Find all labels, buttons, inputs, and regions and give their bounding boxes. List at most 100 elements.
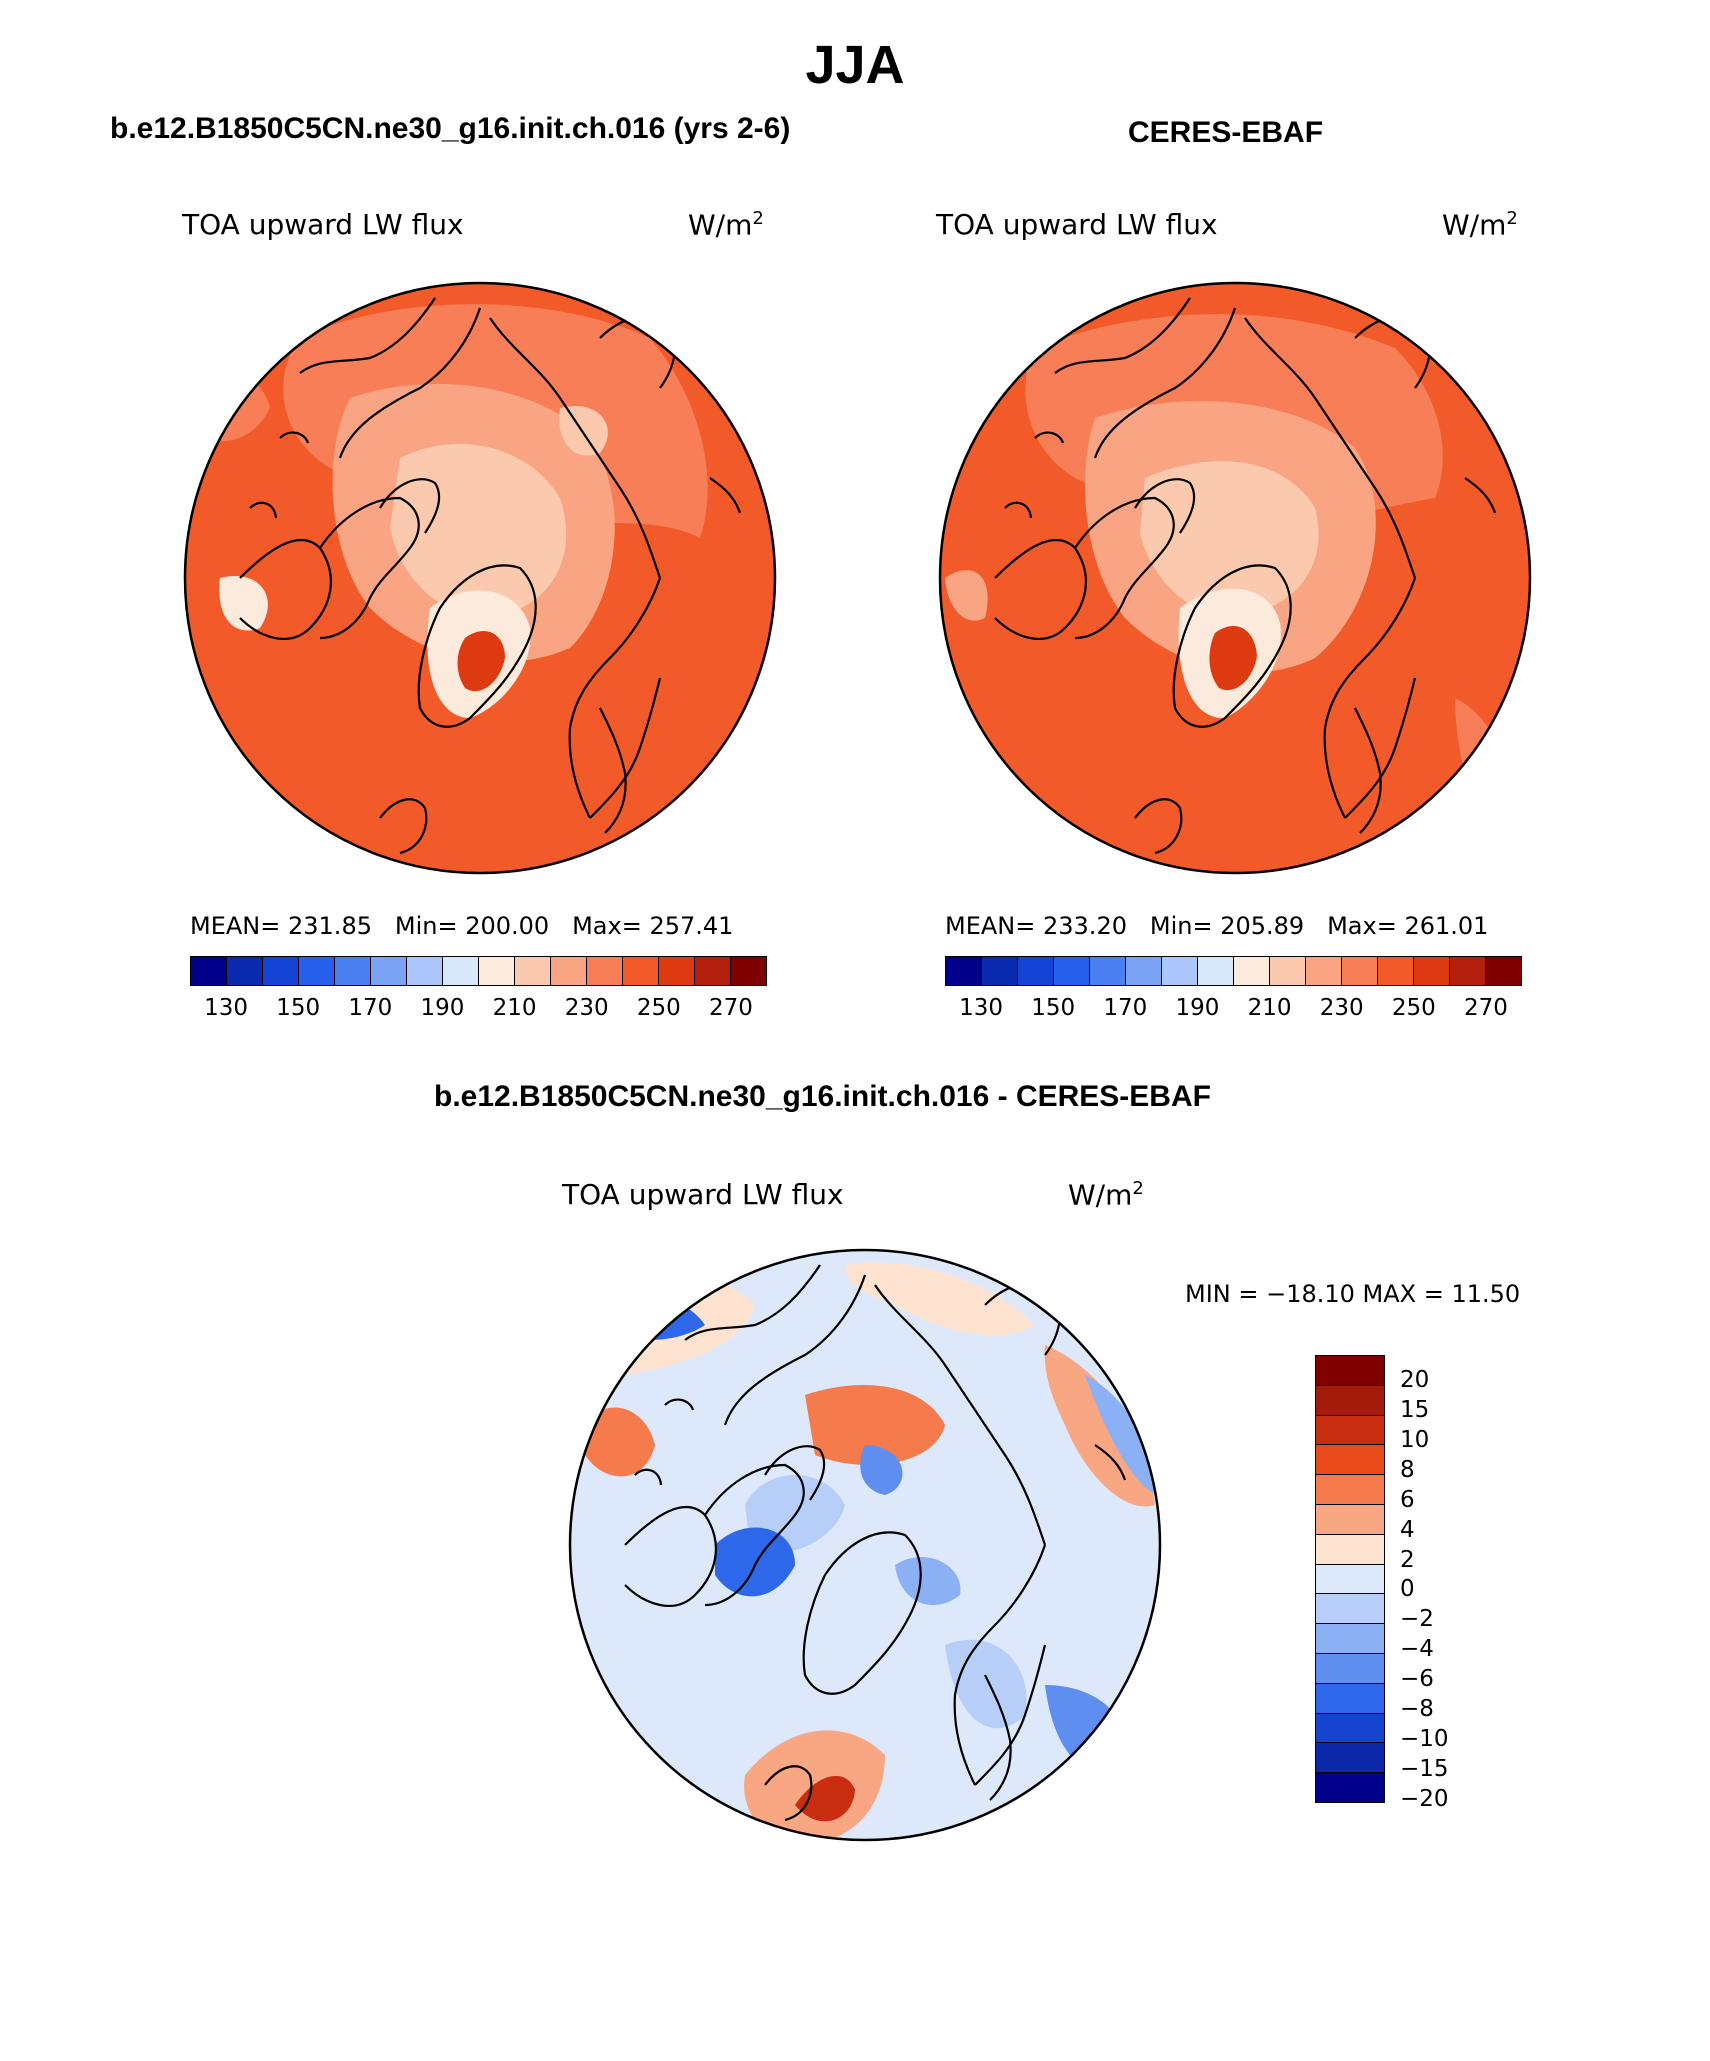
- colorbar-box: [1090, 957, 1126, 985]
- contour-region: [559, 406, 608, 456]
- obs-mean-value: 233.20: [1043, 912, 1127, 940]
- colorbar-tick-label: 10: [1400, 1427, 1430, 1454]
- contour-region: [945, 570, 988, 621]
- model-min-value: 200.00: [465, 912, 550, 940]
- model-mean-value: 231.85: [288, 912, 372, 940]
- colorbar-box: [371, 957, 407, 985]
- diff-map-border: [568, 1248, 1162, 1842]
- colorbar-tick-label: 230: [1319, 995, 1364, 1021]
- colorbar-box: [227, 957, 263, 985]
- colorbar-tick-label: 130: [204, 995, 249, 1021]
- colorbar-tick-label: −4: [1400, 1636, 1434, 1663]
- colorbar-box: [1054, 957, 1090, 985]
- colorbar-tick-label: 150: [1031, 995, 1076, 1021]
- contour-region: [219, 576, 268, 631]
- colorbar-box: [946, 957, 982, 985]
- colorbar-box: [515, 957, 551, 985]
- model-map-border: [183, 281, 777, 875]
- colorbar-tick-label: 2: [1400, 1546, 1415, 1573]
- colorbar-box: [1316, 1773, 1384, 1802]
- colorbar-tick-label: 0: [1400, 1576, 1415, 1603]
- model-colorbar: [190, 956, 767, 986]
- model-variable-label: TOA upward LW flux: [182, 208, 464, 241]
- colorbar-box: [407, 957, 443, 985]
- model-polar-map: [183, 281, 777, 875]
- colorbar-box: [623, 957, 659, 985]
- obs-contour-fields: [945, 314, 1508, 838]
- obs-units-label: W/m2: [1442, 208, 1518, 242]
- contour-region: [595, 1294, 705, 1340]
- colorbar-tick-label: 250: [1391, 995, 1436, 1021]
- colorbar-tick-label: −6: [1400, 1666, 1434, 1693]
- colorbar-box: [1316, 1624, 1384, 1654]
- model-colorbar-ticks: 130 150 170 190 210 230 250 270: [190, 995, 767, 1025]
- colorbar-box: [1316, 1534, 1384, 1565]
- colorbar-box: [1316, 1743, 1384, 1774]
- colorbar-box: [1414, 957, 1450, 985]
- colorbar-box: [1316, 1475, 1384, 1505]
- colorbar-tick-label: 250: [636, 995, 681, 1021]
- colorbar-tick-label: 20: [1400, 1367, 1430, 1394]
- colorbar-box: [1316, 1356, 1384, 1386]
- diff-colorbar: [1315, 1355, 1385, 1803]
- obs-title: CERES-EBAF: [1128, 116, 1324, 149]
- obs-map-border: [938, 281, 1532, 875]
- colorbar-box: [1316, 1713, 1384, 1744]
- contour-region: [715, 1527, 795, 1597]
- colorbar-tick-label: −2: [1400, 1606, 1434, 1633]
- colorbar-box: [1316, 1653, 1384, 1684]
- colorbar-box: [1486, 957, 1521, 985]
- contour-region: [895, 1556, 961, 1605]
- colorbar-tick-label: 190: [420, 995, 465, 1021]
- colorbar-tick-label: 4: [1400, 1516, 1415, 1543]
- contour-region: [795, 1775, 855, 1822]
- contour-region: [1085, 1375, 1157, 1495]
- colorbar-box: [1378, 957, 1414, 985]
- colorbar-box: [982, 957, 1018, 985]
- colorbar-box: [1316, 1445, 1384, 1476]
- colorbar-tick-label: 130: [959, 995, 1004, 1021]
- contour-region: [1209, 626, 1257, 691]
- season-title: JJA: [805, 35, 905, 95]
- colorbar-tick-label: −8: [1400, 1695, 1434, 1722]
- diff-colorbar-ticks: 20 15 10 8 6 4 2 0 −2 −4 −6 −8 −10 −15 −20: [1400, 1355, 1520, 1811]
- colorbar-box: [263, 957, 299, 985]
- obs-polar-map: [938, 281, 1532, 875]
- colorbar-box: [1270, 957, 1306, 985]
- model-title: b.e12.B1850C5CN.ne30_g16.init.ch.016 (yr…: [110, 112, 791, 145]
- contour-region: [1140, 461, 1319, 618]
- colorbar-box: [1162, 957, 1198, 985]
- colorbar-box: [1316, 1385, 1384, 1416]
- colorbar-box: [1198, 957, 1234, 985]
- colorbar-box: [587, 957, 623, 985]
- diff-units-label: W/m2: [1068, 1178, 1144, 1212]
- contour-region: [1455, 698, 1508, 838]
- colorbar-box: [1018, 957, 1054, 985]
- colorbar-tick-label: 230: [564, 995, 609, 1021]
- colorbar-tick-label: 190: [1175, 995, 1220, 1021]
- obs-colorbar: [945, 956, 1522, 986]
- contour-region: [390, 443, 567, 618]
- contour-region: [805, 1385, 945, 1465]
- colorbar-box: [335, 957, 371, 985]
- contour-region: [845, 1262, 1035, 1336]
- colorbar-box: [1450, 957, 1486, 985]
- obs-coastlines: [994, 297, 1497, 855]
- colorbar-box: [1316, 1415, 1384, 1446]
- colorbar-box: [1316, 1504, 1384, 1535]
- model-max-value: 257.41: [649, 912, 734, 940]
- colorbar-box: [443, 957, 479, 985]
- colorbar-box: [1234, 957, 1270, 985]
- colorbar-tick-label: −15: [1400, 1755, 1449, 1782]
- colorbar-tick-label: 210: [492, 995, 537, 1021]
- colorbar-box: [695, 957, 731, 985]
- diff-polar-map: [568, 1248, 1162, 1842]
- colorbar-box: [479, 957, 515, 985]
- colorbar-tick-label: 15: [1400, 1397, 1430, 1424]
- colorbar-box: [1126, 957, 1162, 985]
- diff-minmax: MIN = −18.10 MAX = 11.50: [1185, 1280, 1521, 1308]
- colorbar-box: [191, 957, 227, 985]
- obs-max-value: 261.01: [1404, 912, 1489, 940]
- model-stats: MEAN= 231.85 Min= 200.00 Max= 257.41: [190, 912, 734, 940]
- colorbar-box: [1306, 957, 1342, 985]
